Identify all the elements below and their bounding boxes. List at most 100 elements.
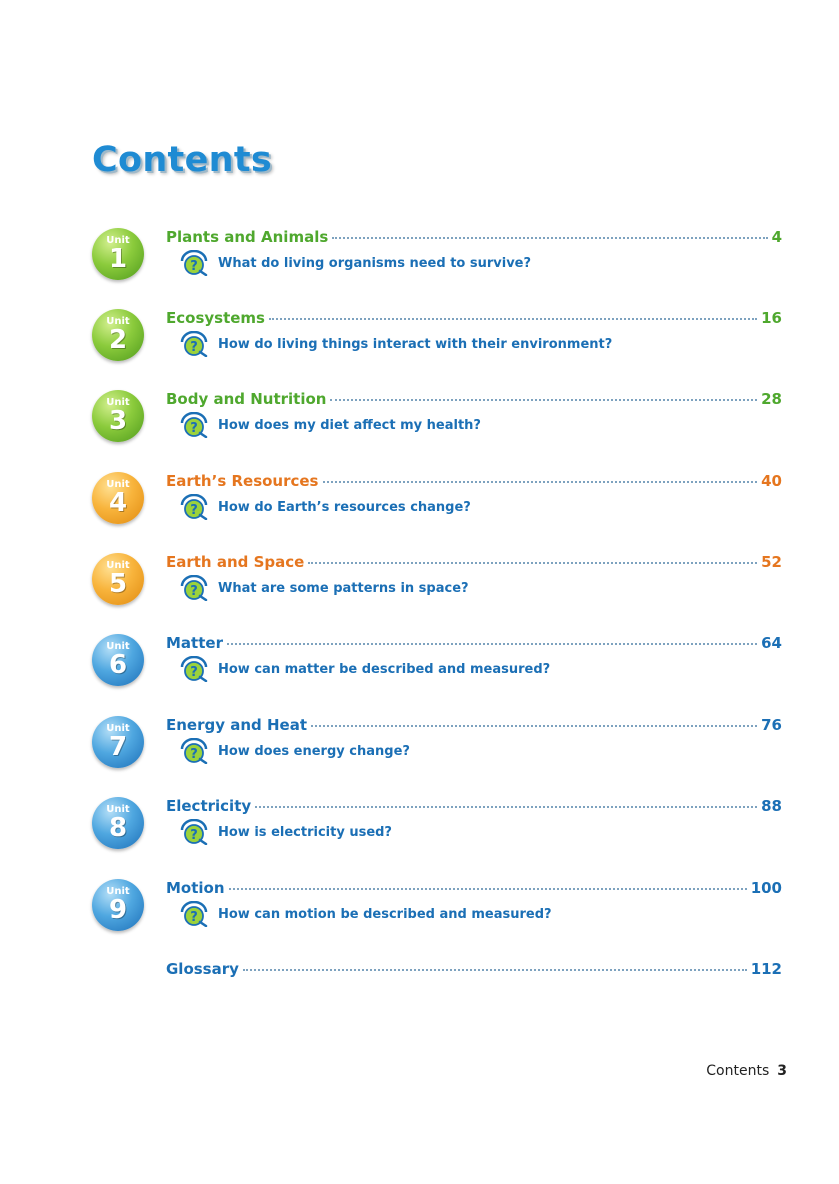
- big-question: ? How do living things interact with the…: [178, 331, 612, 357]
- big-question: ? How can motion be described and measur…: [178, 901, 552, 927]
- toc-line: Motion 100: [166, 879, 782, 899]
- big-question-text: What do living organisms need to survive…: [218, 255, 532, 271]
- unit-badge-label: Unit: [106, 641, 130, 652]
- dot-leader: [332, 237, 768, 239]
- dot-leader: [268, 318, 758, 320]
- unit-title[interactable]: Ecosystems: [166, 309, 265, 327]
- unit-badge-label: Unit: [106, 804, 130, 815]
- big-question-text: How does energy change?: [218, 743, 410, 759]
- big-question-text: How do Earth’s resources change?: [218, 499, 471, 515]
- toc-entry-unit-4[interactable]: Unit 4 Earth’s Resources 40 ? How do Ear…: [92, 472, 782, 544]
- toc-entry-unit-2[interactable]: Unit 2 Ecosystems 16 ? How do living thi…: [92, 309, 782, 381]
- big-question-icon: ?: [180, 412, 208, 438]
- page-footer: Contents 3: [706, 1063, 787, 1079]
- toc-line: Glossary 112: [166, 960, 782, 980]
- unit-badge-number: 8: [108, 813, 128, 843]
- unit-title[interactable]: Plants and Animals: [166, 228, 329, 246]
- dot-leader: [226, 643, 758, 645]
- dot-leader: [242, 969, 747, 971]
- unit-badge: Unit 3: [92, 390, 144, 442]
- page-number: 100: [750, 879, 782, 897]
- big-question: ? What do living organisms need to survi…: [178, 250, 531, 276]
- unit-title[interactable]: Electricity: [166, 797, 252, 815]
- unit-badge-label: Unit: [106, 316, 130, 327]
- big-question-text: How can motion be described and measured…: [218, 906, 552, 922]
- toc-line: Matter 64: [166, 634, 782, 654]
- big-question-text: How does my diet affect my health?: [218, 417, 481, 433]
- unit-badge-number: 4: [108, 488, 128, 518]
- dot-leader: [255, 806, 758, 808]
- toc-line: Ecosystems 16: [166, 309, 782, 329]
- toc-line: Electricity 88: [166, 797, 782, 817]
- dot-leader: [322, 481, 758, 483]
- unit-badge: Unit 2: [92, 309, 144, 361]
- footer-page-number: 3: [777, 1063, 787, 1079]
- page-number: 76: [761, 716, 782, 734]
- unit-badge: Unit 7: [92, 716, 144, 768]
- toc-entry-unit-6[interactable]: Unit 6 Matter 64 ? How can matter be des…: [92, 634, 782, 706]
- unit-title[interactable]: Body and Nutrition: [166, 390, 327, 408]
- unit-badge-label: Unit: [106, 397, 130, 408]
- dot-leader: [311, 725, 758, 727]
- page-number: 40: [761, 472, 782, 490]
- unit-title[interactable]: Energy and Heat: [166, 716, 308, 734]
- unit-badge: Unit 1: [92, 228, 144, 280]
- toc-entry-unit-3[interactable]: Unit 3 Body and Nutrition 28 ? How does …: [92, 390, 782, 462]
- dot-leader: [308, 562, 758, 564]
- toc-line: Earth’s Resources 40: [166, 472, 782, 492]
- page-number: 64: [761, 634, 782, 652]
- unit-badge-number: 1: [108, 244, 128, 274]
- big-question-text: How can matter be described and measured…: [218, 661, 551, 677]
- big-question-text: What are some patterns in space?: [218, 580, 469, 596]
- unit-badge: Unit 5: [92, 553, 144, 605]
- toc-line: Body and Nutrition 28: [166, 390, 782, 410]
- unit-badge: Unit 4: [92, 472, 144, 524]
- toc-entry-unit-5[interactable]: Unit 5 Earth and Space 52 ? What are som…: [92, 553, 782, 625]
- unit-badge-number: 5: [108, 569, 128, 599]
- page-number: 4: [771, 228, 782, 246]
- page-title: Contents: [92, 140, 272, 180]
- toc-line: Plants and Animals 4: [166, 228, 782, 248]
- footer-label: Contents: [706, 1063, 770, 1079]
- big-question: ? How do Earth’s resources change?: [178, 494, 471, 520]
- toc-line: Earth and Space 52: [166, 553, 782, 573]
- svg-text:?: ?: [190, 584, 198, 599]
- unit-badge-number: 7: [108, 732, 128, 762]
- dot-leader: [330, 399, 758, 401]
- toc-entry-glossary[interactable]: Glossary 112: [92, 938, 782, 1010]
- unit-badge: Unit 8: [92, 797, 144, 849]
- glossary-title[interactable]: Glossary: [166, 960, 239, 978]
- unit-title[interactable]: Earth and Space: [166, 553, 305, 571]
- toc-entry-unit-1[interactable]: Unit 1 Plants and Animals 4 ? What do li…: [92, 228, 782, 300]
- big-question-icon: ?: [180, 738, 208, 764]
- unit-badge-label: Unit: [106, 479, 130, 490]
- big-question-text: How is electricity used?: [218, 824, 392, 840]
- toc-entry-unit-8[interactable]: Unit 8 Electricity 88 ? How is electrici…: [92, 797, 782, 869]
- svg-text:?: ?: [190, 665, 198, 680]
- big-question: ? How does energy change?: [178, 738, 410, 764]
- unit-badge-label: Unit: [106, 560, 130, 571]
- unit-title[interactable]: Matter: [166, 634, 223, 652]
- unit-badge: Unit 6: [92, 634, 144, 686]
- svg-text:?: ?: [190, 340, 198, 355]
- big-question-icon: ?: [180, 494, 208, 520]
- dot-leader: [228, 888, 747, 890]
- toc-entry-unit-9[interactable]: Unit 9 Motion 100 ? How can motion be de…: [92, 879, 782, 951]
- big-question-icon: ?: [180, 819, 208, 845]
- svg-text:?: ?: [190, 259, 198, 274]
- page-number: 52: [761, 553, 782, 571]
- svg-text:?: ?: [190, 747, 198, 762]
- toc-line: Energy and Heat 76: [166, 716, 782, 736]
- big-question-icon: ?: [180, 656, 208, 682]
- big-question: ? What are some patterns in space?: [178, 575, 469, 601]
- toc-entry-unit-7[interactable]: Unit 7 Energy and Heat 76 ? How does ene…: [92, 716, 782, 788]
- big-question-text: How do living things interact with their…: [218, 336, 613, 352]
- svg-text:?: ?: [190, 421, 198, 436]
- unit-badge-number: 3: [108, 406, 128, 436]
- unit-title[interactable]: Earth’s Resources: [166, 472, 319, 490]
- unit-badge-label: Unit: [106, 886, 130, 897]
- big-question-icon: ?: [180, 250, 208, 276]
- svg-text:?: ?: [190, 910, 198, 925]
- unit-title[interactable]: Motion: [166, 879, 225, 897]
